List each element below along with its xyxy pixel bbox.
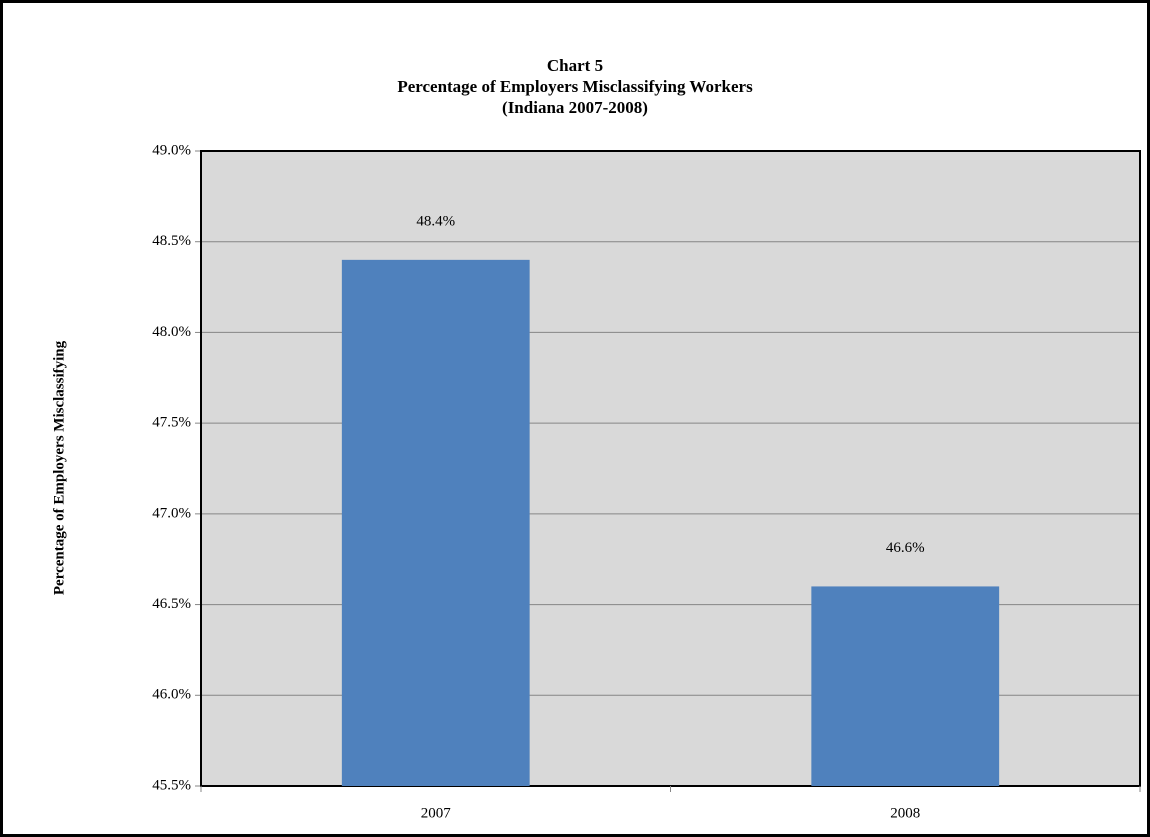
- y-tick-label: 47.5%: [152, 415, 191, 431]
- y-tick-label: 48.5%: [152, 233, 191, 249]
- chart-title: (Indiana 2007-2008): [502, 98, 648, 117]
- y-tick-label: 45.5%: [152, 777, 191, 793]
- y-tick-label: 47.0%: [152, 505, 191, 521]
- y-tick-label: 48.0%: [152, 324, 191, 340]
- chart-title: Chart 5: [547, 56, 603, 75]
- x-tick-label: 2007: [421, 805, 452, 821]
- data-label: 46.6%: [886, 540, 925, 556]
- x-tick-label: 2008: [890, 805, 920, 821]
- chart-title: Percentage of Employers Misclassifying W…: [397, 77, 753, 96]
- y-axis-label: Percentage of Employers Misclassifying: [51, 340, 67, 595]
- y-tick-label: 46.5%: [152, 596, 191, 612]
- y-tick-label: 49.0%: [152, 142, 191, 158]
- bar: [341, 259, 530, 786]
- bar: [811, 586, 1000, 786]
- data-label: 48.4%: [416, 213, 455, 229]
- y-tick-label: 46.0%: [152, 687, 191, 703]
